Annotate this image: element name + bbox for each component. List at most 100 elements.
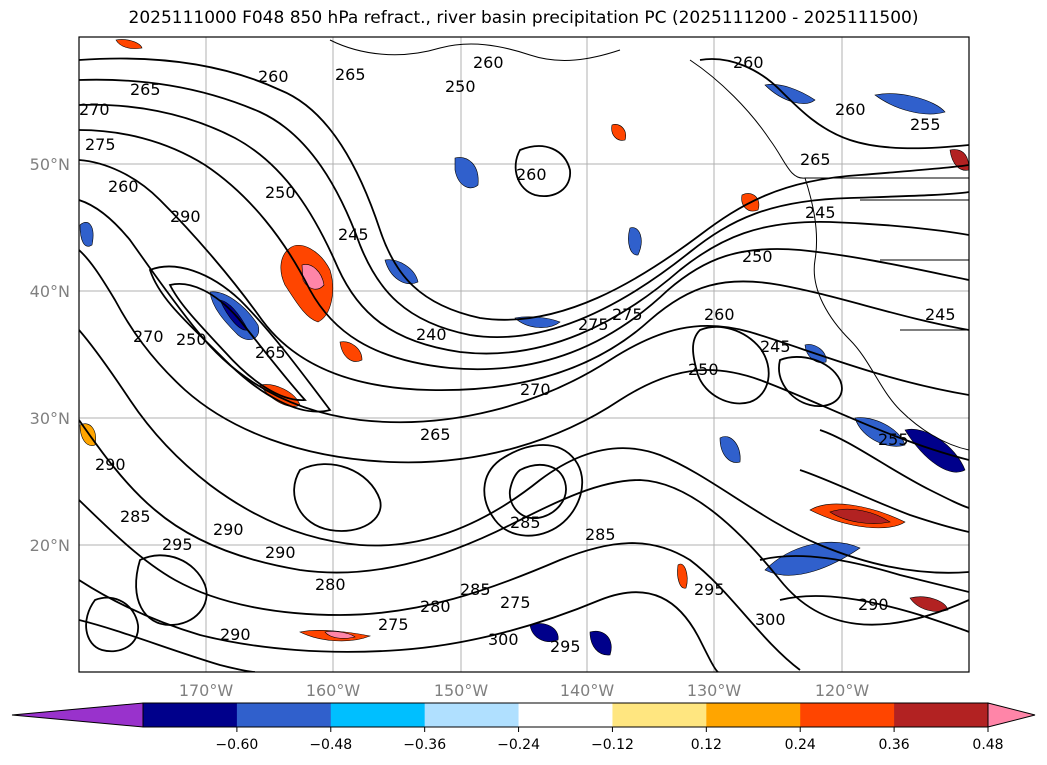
colorbar-cell: [800, 703, 895, 727]
contour-label: 290: [265, 543, 296, 562]
contour-label: 275: [612, 305, 643, 324]
anomaly-negative: [514, 316, 561, 328]
map-title: 2025111000 F048 850 hPa refract., river …: [128, 8, 919, 28]
colorbar-tick-label: −0.12: [591, 737, 634, 753]
colorbar-cell: [612, 703, 707, 727]
contour-label: 265: [335, 65, 366, 84]
contour-label: 250: [445, 77, 476, 96]
anomaly-negative: [529, 623, 559, 642]
contour-label: 260: [473, 53, 504, 72]
anomaly-positive: [115, 39, 143, 49]
anomaly-negative: [719, 436, 741, 463]
contour-label: 260: [108, 177, 139, 196]
contour-label: 290: [213, 520, 244, 539]
colorbar-cell: [330, 703, 426, 727]
contour-label: 290: [95, 455, 126, 474]
contour-label: 290: [858, 595, 889, 614]
anomaly-negative: [454, 157, 479, 189]
contour-label: 285: [510, 513, 541, 532]
contour-label: 265: [255, 343, 286, 362]
contour-label: 250: [688, 360, 719, 379]
contour-label: 245: [805, 203, 836, 222]
contour-label: 295: [162, 535, 193, 554]
anomaly-positive: [829, 508, 891, 524]
colorbar-extend-min: [11, 702, 144, 728]
latitude-labels: 50°N 40°N 30°N 20°N: [30, 155, 70, 555]
contour-label: 280: [315, 575, 346, 594]
contour-label: 255: [910, 115, 941, 134]
lat-label: 30°N: [30, 409, 70, 428]
contour-label: 275: [578, 315, 609, 334]
lon-label: 130°W: [687, 681, 742, 700]
contour-label: 260: [835, 100, 866, 119]
colorbar-cell: [424, 703, 520, 727]
contour-label: 265: [420, 425, 451, 444]
colorbar-tick-label: 0.36: [879, 737, 910, 753]
longitude-labels: 170°W 160°W 150°W 140°W 130°W 120°W: [179, 681, 870, 700]
colorbar-cell: [143, 703, 238, 727]
contour-label: 270: [79, 100, 110, 119]
contour-label: 245: [925, 305, 956, 324]
contour-label: 275: [378, 615, 409, 634]
colorbar-tick-label: 0.48: [972, 737, 1003, 753]
colorbar-extend-max: [987, 702, 1036, 728]
colorbar-cell: [706, 703, 801, 727]
contour-label: 250: [265, 183, 296, 202]
shaded-anomalies: [79, 39, 969, 656]
contour-label: 285: [120, 507, 151, 526]
colorbar-tick-label: −0.36: [403, 737, 446, 753]
coastlines: [329, 39, 969, 451]
colorbar-tick-label: −0.48: [309, 737, 352, 753]
contour-labels: 260 260 260 265 265 270 275 260 290 250 …: [79, 53, 956, 656]
contour-label: 295: [694, 580, 725, 599]
lon-label: 170°W: [179, 681, 234, 700]
contour-label: 270: [520, 380, 551, 399]
contour-label: 265: [800, 150, 831, 169]
map-frame: [78, 36, 970, 673]
contour-label: 300: [755, 610, 786, 629]
lon-label: 160°W: [306, 681, 361, 700]
contour-label: 250: [176, 330, 207, 349]
lon-label: 150°W: [434, 681, 489, 700]
lat-label: 40°N: [30, 282, 70, 301]
contour-label: 250: [742, 247, 773, 266]
anomaly-negative: [874, 93, 946, 115]
contour-label: 275: [500, 593, 531, 612]
lon-label: 140°W: [560, 681, 615, 700]
plot-area: [79, 37, 969, 672]
contour-label: 275: [85, 135, 116, 154]
colorbar-cell: [236, 703, 332, 727]
anomaly-negative: [589, 630, 612, 656]
lat-label: 20°N: [30, 536, 70, 555]
colorbar: −0.60 −0.48 −0.36 −0.24 −0.12 0.12 0.24 0.36 0.4…: [11, 702, 1036, 753]
colorbar-cell: [518, 703, 613, 727]
contour-label: 260: [258, 67, 289, 86]
anomaly-negative: [628, 227, 642, 256]
lon-label: 120°W: [815, 681, 870, 700]
contour-label: 260: [704, 305, 735, 324]
contour-label: 270: [133, 327, 164, 346]
colorbar-tick-label: −0.24: [497, 737, 540, 753]
contour-label: 290: [220, 625, 251, 644]
anomaly-positive: [611, 124, 626, 141]
anomaly-negative: [79, 222, 94, 247]
anomaly-positive: [324, 631, 356, 639]
contour-label: 280: [420, 597, 451, 616]
contour-label: 260: [733, 53, 764, 72]
colorbar-tick-label: 0.12: [691, 737, 722, 753]
contour-label: 300: [488, 630, 519, 649]
contour-label: 285: [585, 525, 616, 544]
anomaly-positive: [909, 596, 949, 612]
colorbar-outline: [142, 702, 989, 728]
contour-label: 245: [338, 225, 369, 244]
colorbar-cell: [894, 703, 989, 727]
refractivity-contours: [79, 57, 969, 672]
anomaly-positive: [677, 563, 688, 589]
contour-label: 240: [416, 325, 447, 344]
anomaly-positive: [339, 341, 363, 362]
contour-label: 290: [170, 207, 201, 226]
colorbar-tick-label: −0.60: [215, 737, 258, 753]
lat-label: 50°N: [30, 155, 70, 174]
contour-label: 265: [130, 80, 161, 99]
